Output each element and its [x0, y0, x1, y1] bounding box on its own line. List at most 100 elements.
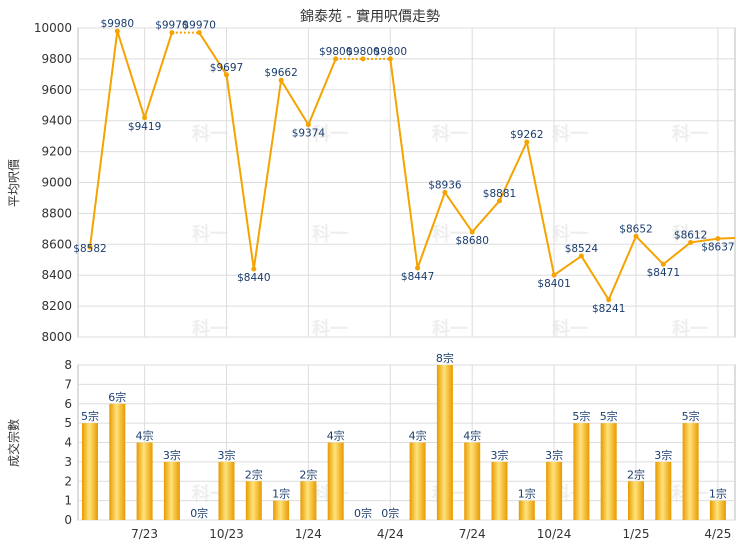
- line-y-axis-label: 平均呎價: [7, 159, 21, 207]
- line-segment: [252, 80, 283, 270]
- bar-y-tick-label: 7: [64, 377, 72, 391]
- watermark-text: 科一: [552, 223, 588, 245]
- line-segment: [143, 32, 173, 119]
- bar-data-label: 0宗: [354, 506, 372, 520]
- line-data-label: $9697: [210, 62, 243, 74]
- bar-data-label: 5宗: [600, 409, 618, 423]
- line-y-tick-label: 9400: [41, 114, 72, 128]
- bar-y-tick-label: 8: [64, 358, 72, 372]
- x-tick-label: 4/24: [377, 527, 404, 541]
- line-segment: [444, 191, 474, 233]
- bar-data-label: 4宗: [136, 429, 154, 443]
- line-y-tick-label: 8400: [41, 268, 72, 282]
- watermark-text: 科一: [672, 123, 708, 145]
- line-data-label: $8637: [701, 242, 734, 254]
- line-segment: [280, 79, 310, 126]
- line-point: [497, 198, 502, 204]
- bar-data-label: 5宗: [682, 409, 700, 423]
- data-labels: 5宗 6宗 4宗 3宗 0宗 3宗 2宗 1宗 2宗 4宗 0宗 0宗 4宗 8宗 4宗 3宗 1宗 3宗 5宗 5宗…: [73, 18, 734, 520]
- line-series: [87, 28, 736, 303]
- bar-data-label: 3宗: [163, 448, 181, 462]
- line-segment: [307, 58, 337, 126]
- line-data-label: $8401: [537, 278, 570, 290]
- line-segment: [389, 58, 419, 269]
- bar-data-label: 8宗: [436, 351, 454, 365]
- x-tick-label: 7/23: [131, 527, 158, 541]
- bar: [273, 500, 290, 520]
- line-point: [114, 28, 120, 34]
- bar: [136, 442, 153, 520]
- bar-data-label: 4宗: [327, 429, 345, 443]
- bar-data-label: 5宗: [572, 409, 590, 423]
- line-point: [660, 261, 666, 267]
- line-segment: [635, 235, 665, 265]
- line-data-label: $8471: [647, 267, 680, 279]
- bar: [655, 461, 672, 520]
- bar: [546, 461, 563, 520]
- line-point: [633, 233, 639, 239]
- bar-y-tick-label: 3: [64, 455, 72, 469]
- bar-data-label: 6宗: [108, 390, 126, 404]
- watermark-text: 科一: [432, 123, 468, 145]
- line-segment: [662, 241, 692, 266]
- line-segment: [89, 30, 119, 248]
- bar-y-tick-label: 2: [64, 474, 72, 488]
- bar-y-tick-label: 0: [64, 513, 72, 527]
- line-segment: [416, 192, 446, 269]
- line-point: [360, 56, 366, 62]
- bar-data-label: 0宗: [190, 506, 208, 520]
- bar: [327, 442, 344, 520]
- line-point: [142, 115, 148, 121]
- watermark-text: 科一: [312, 223, 348, 245]
- line-y-tick-label: 8000: [41, 330, 72, 344]
- line-segment: [553, 255, 582, 276]
- line-data-label: $9662: [264, 67, 297, 79]
- bar-data-label: 2宗: [627, 467, 645, 481]
- line-segment: [498, 141, 528, 202]
- watermark-text: 科一: [552, 318, 588, 340]
- line-data-label: $9800: [319, 46, 352, 58]
- bar: [163, 461, 180, 520]
- line-point: [551, 272, 557, 278]
- line-data-label: $8612: [674, 229, 707, 241]
- bar: [300, 481, 317, 520]
- line-data-label: $8680: [455, 235, 488, 247]
- watermark-text: 科一: [672, 318, 708, 340]
- chart-title: 錦泰苑 - 實用呎價走勢: [300, 8, 440, 25]
- line-segment: [471, 200, 501, 233]
- line-data-label: $8652: [619, 223, 652, 235]
- line-point: [469, 229, 475, 235]
- line-point: [224, 72, 229, 78]
- line-point: [442, 189, 448, 195]
- bar-data-label: 1宗: [709, 487, 727, 501]
- line-point: [251, 266, 257, 272]
- line-point: [278, 77, 284, 83]
- line-data-label: $9262: [510, 129, 543, 141]
- watermark-text: 科一: [432, 223, 468, 245]
- line-y-tick-label: 10000: [34, 21, 72, 35]
- bar-y-tick-label: 5: [64, 416, 72, 430]
- line-data-label: $9800: [374, 46, 407, 58]
- line-segment: [607, 235, 637, 301]
- line-segment: [690, 237, 719, 244]
- line-y-tick-label: 8800: [41, 206, 72, 220]
- line-y-tick-label: 9200: [41, 145, 72, 159]
- bar-data-label: 3宗: [491, 448, 509, 462]
- line-data-label: $8524: [565, 243, 599, 255]
- line-segment: [198, 32, 228, 76]
- watermark-text: 科一: [312, 318, 348, 340]
- x-tick-label: 1/25: [623, 527, 650, 541]
- bar: [600, 423, 617, 520]
- line-data-label: $8440: [237, 272, 270, 284]
- bar: [491, 461, 508, 520]
- line-segment: [225, 74, 255, 270]
- bar-data-label: 3宗: [218, 448, 236, 462]
- bar: [682, 423, 699, 520]
- x-tick-label: 10/23: [209, 527, 244, 541]
- bar-data-label: 4宗: [409, 429, 427, 443]
- line-segment: [580, 255, 610, 301]
- bar-data-label: 4宗: [463, 429, 481, 443]
- bar: [436, 365, 453, 520]
- watermark-text: 科一: [192, 223, 228, 245]
